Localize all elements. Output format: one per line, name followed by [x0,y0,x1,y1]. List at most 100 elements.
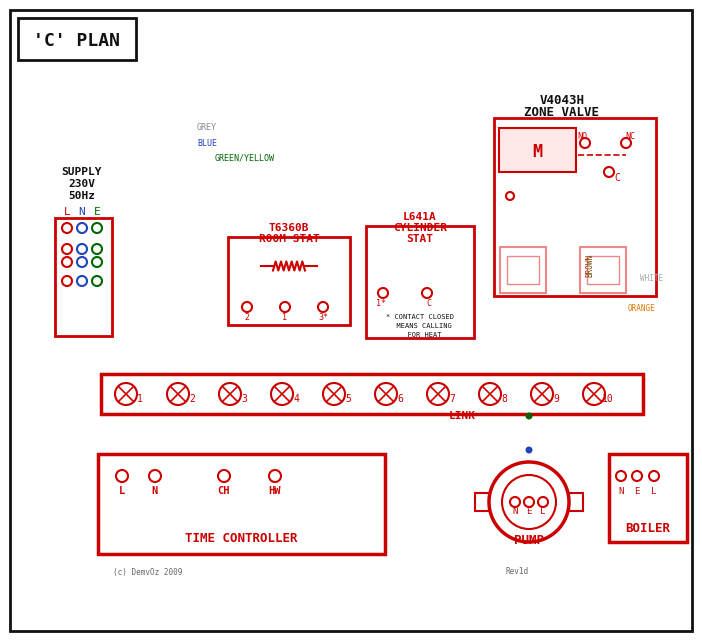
Text: 5: 5 [345,394,351,404]
Text: SUPPLY: SUPPLY [62,167,102,177]
Bar [475,493,489,511]
Circle shape [62,276,72,286]
Bar [499,128,576,172]
Circle shape [242,302,252,312]
Text: 1*: 1* [376,299,386,308]
Bar [580,247,626,293]
Text: WHITE: WHITE [640,274,663,283]
Circle shape [621,138,631,148]
Circle shape [77,257,87,267]
Text: C: C [427,299,432,308]
Text: * CONTACT CLOSED: * CONTACT CLOSED [386,314,454,320]
Circle shape [269,470,281,482]
Circle shape [526,413,533,419]
Circle shape [92,257,102,267]
Text: 50Hz: 50Hz [69,191,95,201]
Circle shape [510,497,520,507]
Text: 3: 3 [241,394,247,404]
Text: N: N [618,487,623,495]
Circle shape [271,383,293,405]
Text: 1: 1 [137,394,143,404]
Circle shape [378,288,388,298]
Circle shape [77,244,87,254]
Text: BOILER: BOILER [625,522,670,535]
Text: STAT: STAT [406,234,434,244]
Text: N: N [79,207,86,217]
Circle shape [502,475,556,529]
Circle shape [604,167,614,177]
Bar [609,454,687,542]
Text: NC: NC [625,131,635,140]
Text: 2: 2 [189,394,195,404]
Circle shape [77,276,87,286]
Text: 3*: 3* [318,313,328,322]
Circle shape [77,223,87,233]
Text: 8: 8 [501,394,507,404]
Text: L641A: L641A [403,212,437,222]
Text: L: L [651,487,656,495]
Circle shape [632,471,642,481]
Text: 'C' PLAN: 'C' PLAN [34,32,121,50]
Text: L: L [64,207,70,217]
Text: CH: CH [218,486,230,496]
Bar [55,218,112,336]
Bar [494,118,656,296]
Bar [101,374,643,414]
Text: L: L [119,486,125,496]
Text: (c) DemvOz 2009: (c) DemvOz 2009 [113,567,183,576]
Bar [228,237,350,325]
Text: E: E [93,207,100,217]
Text: HW: HW [269,486,282,496]
Text: Rev1d: Rev1d [506,567,529,576]
Text: ORANGE: ORANGE [628,303,656,313]
Text: 6: 6 [397,394,403,404]
Circle shape [62,223,72,233]
Text: BLUE: BLUE [197,138,217,147]
Circle shape [526,447,533,453]
Circle shape [149,470,161,482]
Text: GREY: GREY [197,122,217,131]
Circle shape [167,383,189,405]
Text: N: N [512,506,517,515]
Text: E: E [635,487,640,495]
Text: TIME CONTROLLER: TIME CONTROLLER [185,531,297,544]
Circle shape [318,302,328,312]
Circle shape [427,383,449,405]
Circle shape [538,497,548,507]
Bar [587,256,619,284]
Bar [18,18,136,60]
Text: 7: 7 [449,394,455,404]
Text: BROWN: BROWN [585,253,595,276]
Text: 1: 1 [282,313,288,322]
Circle shape [92,244,102,254]
Text: N: N [152,486,158,496]
Text: ZONE VALVE: ZONE VALVE [524,106,600,119]
Circle shape [92,276,102,286]
Circle shape [422,288,432,298]
Circle shape [62,257,72,267]
Circle shape [479,383,501,405]
Bar [98,454,385,554]
Circle shape [92,223,102,233]
Text: FOR HEAT: FOR HEAT [399,332,442,338]
Text: 230V: 230V [69,179,95,189]
Text: T6360B: T6360B [269,223,310,233]
Text: C: C [614,173,620,183]
Text: 4: 4 [293,394,299,404]
Text: E: E [526,506,531,515]
Text: PUMP: PUMP [514,535,544,547]
Text: M: M [532,143,542,161]
Circle shape [218,470,230,482]
Text: GREEN/YELLOW: GREEN/YELLOW [215,153,275,163]
Circle shape [489,462,569,542]
Circle shape [531,383,553,405]
Circle shape [616,471,626,481]
Text: 9: 9 [553,394,559,404]
Text: 2: 2 [244,313,249,322]
Bar [366,226,474,338]
Circle shape [323,383,345,405]
Text: 10: 10 [602,394,614,404]
Circle shape [375,383,397,405]
Circle shape [115,383,137,405]
Text: V4043H: V4043H [540,94,585,106]
